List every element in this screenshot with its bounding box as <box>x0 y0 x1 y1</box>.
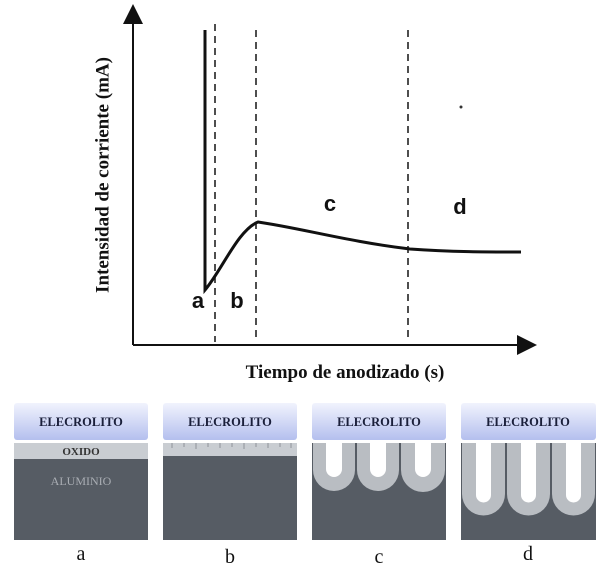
caption: b <box>225 546 235 567</box>
dot <box>460 106 463 109</box>
panel: ELECROLITO OXIDO ALUMINIO a <box>14 403 148 565</box>
graph: Intensidad de corriente (mA) Tiempo de a… <box>92 14 527 383</box>
region-label: d <box>453 194 466 219</box>
metal-label: ALUMINIO <box>51 474 112 488</box>
oxide-label: OXIDO <box>62 446 100 458</box>
caption: d <box>523 543 533 565</box>
current-curve <box>205 30 521 290</box>
aluminum <box>163 456 297 540</box>
y-axis-label: Intensidad de corriente (mA) <box>92 57 113 293</box>
panel: ELECROLITO d <box>461 403 596 565</box>
panel: ELECROLITO c <box>312 403 446 567</box>
region-label: a <box>192 288 205 313</box>
oxide <box>163 443 297 456</box>
panel: ELECROLITO b <box>163 403 297 567</box>
caption: a <box>77 543 86 565</box>
page: Intensidad de corriente (mA) Tiempo de a… <box>0 0 600 567</box>
electrolyte-label: ELECROLITO <box>486 415 570 429</box>
region-label: b <box>230 288 243 313</box>
x-axis-label: Tiempo de anodizado (s) <box>246 362 445 383</box>
caption: c <box>375 546 384 567</box>
electrolyte-label: ELECROLITO <box>188 415 272 429</box>
region-label: c <box>324 191 336 216</box>
aluminum <box>14 459 148 540</box>
electrolyte-label: ELECROLITO <box>337 415 421 429</box>
electrolyte-label: ELECROLITO <box>39 415 123 429</box>
